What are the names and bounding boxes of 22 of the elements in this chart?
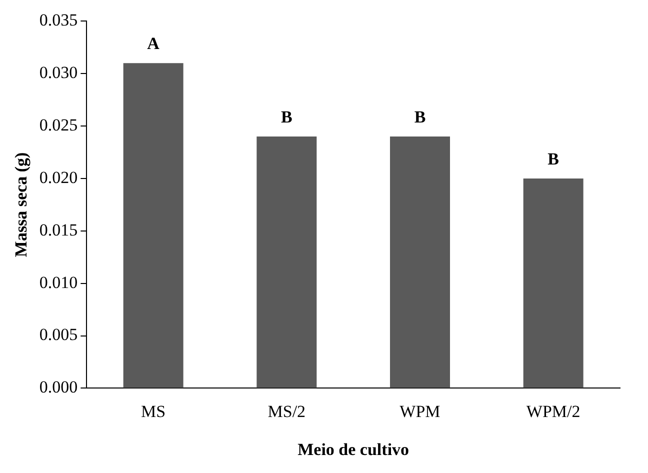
y-tick-label: 0.010 — [39, 272, 78, 292]
x-tick-label: MS/2 — [268, 402, 306, 421]
y-axis-title: Massa seca (g) — [12, 152, 31, 258]
x-tick-label: WPM — [400, 402, 440, 421]
y-tick-label: 0.020 — [39, 168, 78, 187]
annotation: B — [548, 149, 560, 168]
y-tick-label: 0.000 — [39, 378, 78, 397]
y-tick-label: 0.030 — [39, 63, 78, 82]
y-tick-label: 0.005 — [39, 325, 78, 344]
bar — [523, 178, 584, 388]
y-tick-label: 0.025 — [39, 116, 78, 135]
annotation: A — [147, 34, 160, 54]
annotation: B — [414, 107, 426, 126]
x-tick-label: WPM/2 — [526, 402, 580, 421]
y-tick-label: 0.035 — [39, 10, 78, 30]
bar — [390, 136, 450, 388]
annotation: B — [280, 107, 292, 126]
x-tick-label: MS — [141, 402, 166, 421]
bar — [256, 136, 317, 388]
y-tick-label: 0.015 — [39, 220, 78, 240]
x-axis-title: Meio de cultivo — [298, 440, 410, 460]
bar — [123, 63, 184, 388]
